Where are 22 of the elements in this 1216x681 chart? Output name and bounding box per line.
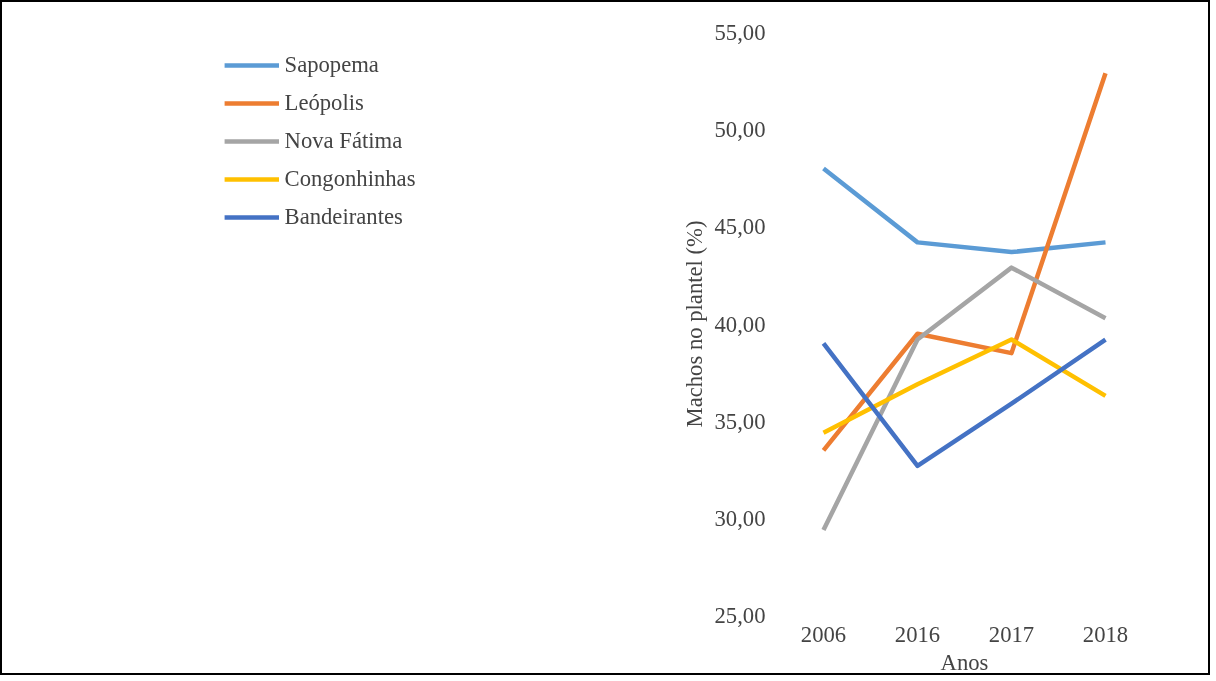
x-tick-label: 2017 xyxy=(988,621,1035,647)
x-axis-title: Anos xyxy=(940,649,989,675)
x-tick-label: 2006 xyxy=(800,621,847,647)
line-series xyxy=(821,337,1108,469)
y-tick-label: 40,00 xyxy=(714,311,766,337)
legend-label: Sapopema xyxy=(284,52,379,78)
y-tick-label: 35,00 xyxy=(714,408,766,434)
y-axis-title: Machos no plantel (%) xyxy=(681,220,707,428)
y-tick-label: 55,00 xyxy=(714,20,766,45)
line-series xyxy=(821,265,1108,533)
x-tick-label: 2016 xyxy=(894,621,941,647)
y-tick-label: 30,00 xyxy=(714,505,766,531)
legend-label: Leópolis xyxy=(284,90,364,116)
legend-label: Bandeirantes xyxy=(284,204,403,230)
legend-label: Congonhinhas xyxy=(284,166,416,192)
x-tick-label: 2018 xyxy=(1082,621,1129,647)
line-series xyxy=(821,337,1108,436)
y-tick-label: 50,00 xyxy=(714,117,766,143)
line-series xyxy=(821,71,1108,453)
legend-label: Nova Fátima xyxy=(284,128,403,154)
y-tick-label: 25,00 xyxy=(714,603,766,628)
y-tick-label: 45,00 xyxy=(714,214,766,240)
